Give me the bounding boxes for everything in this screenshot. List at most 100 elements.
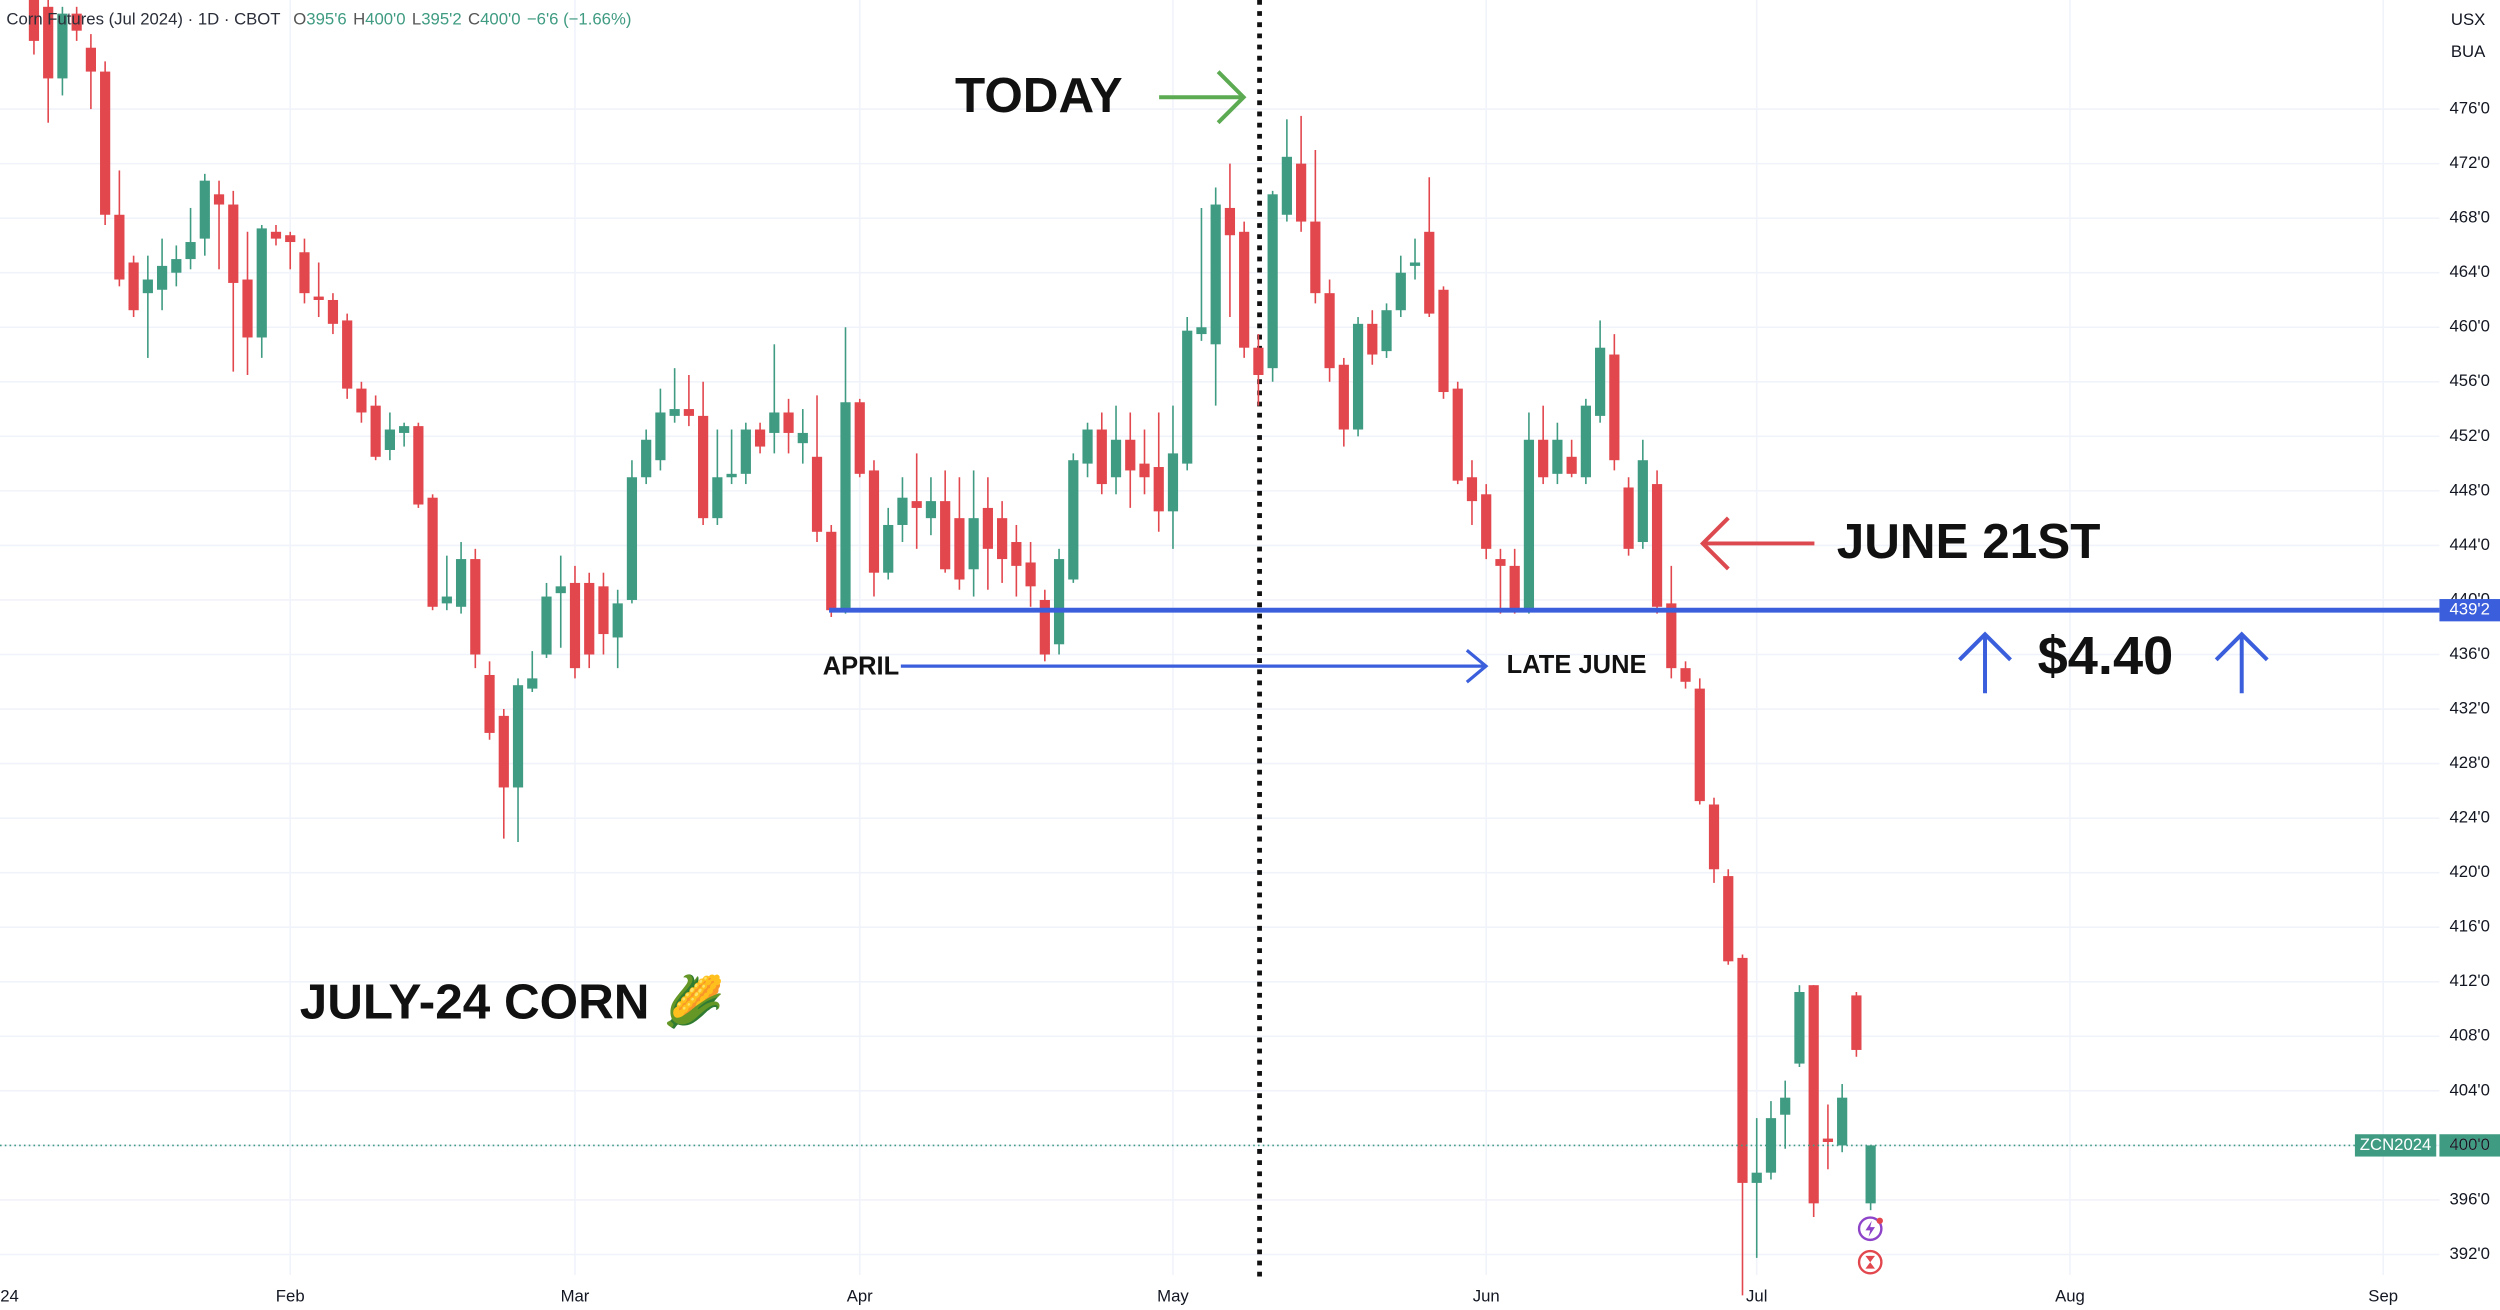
candle-body [883,524,894,573]
candle-body [968,518,979,570]
header-title: Corn Futures (Jul 2024) · 1D · CBOT [6,10,280,29]
candle-body [840,402,851,611]
candle-body [712,477,723,519]
candle-body [1082,429,1093,464]
candle-body [1125,439,1136,471]
candle-body [1182,330,1193,464]
candle-body [584,582,595,655]
candle-body [100,71,111,215]
y-tick-label: 396'0 [2450,1189,2490,1208]
candle-body [1523,439,1535,611]
candle-body [1025,562,1036,587]
candle-body [1538,439,1549,478]
candle-body [1281,156,1292,215]
annotation-title: JULY-24 CORN 🌽 [300,972,725,1030]
event-icons [1857,1216,1883,1275]
arrow-head [1958,631,2012,662]
x-tick-label: Jun [1473,1287,1500,1306]
x-tick-label: May [1157,1287,1189,1306]
candle-body [626,477,638,600]
candle-body [213,194,225,205]
candle-body [1737,957,1748,1183]
candle-body [270,231,282,239]
candle-body [826,531,837,611]
candle-body [1224,207,1236,236]
y-tick-label: 392'0 [2450,1244,2490,1263]
currency: USX [2451,10,2485,29]
x-tick-label: Apr [847,1287,873,1306]
candle-body [569,582,581,669]
candle-body [28,0,40,41]
candle-body [356,388,367,413]
arrow-head [1465,648,1489,684]
candle-body [555,586,566,594]
candle-body [655,412,666,461]
header-value: 395'2 [421,10,461,29]
header-change: −6'6 (−1.66%) [527,10,632,29]
candle-body [1780,1097,1791,1115]
candle-body [1609,354,1620,461]
candle-body [982,507,993,549]
y-tick-label: 424'0 [2450,808,2490,827]
candle-body [1253,347,1264,375]
y-tick-label: 412'0 [2450,971,2490,990]
candle-body [1424,231,1435,314]
event-glyph [1865,1220,1875,1237]
candle-body [669,409,680,416]
candle-body [598,586,609,635]
candle-body [1239,231,1250,348]
overlay: ZCN2024 400'0 [0,607,2500,1157]
y-tick-label: 420'0 [2450,862,2490,881]
candle-body [740,429,751,474]
candle-body [1723,876,1734,962]
candle-body [1694,688,1705,802]
x-tick-label: Aug [2055,1287,2085,1306]
candle-body [285,235,296,243]
candle-body [1011,542,1022,566]
candle-body [683,409,694,416]
candle-body [726,473,737,478]
candle-body [911,501,922,508]
candle-body [868,470,880,573]
header-key: O [293,10,306,29]
candle-body [1466,477,1478,502]
level-tag-label: 439'2 [2450,600,2490,619]
candle-body [797,432,808,444]
candle-body [327,299,339,324]
y-tick-label: 464'0 [2450,262,2490,281]
arrow-head [1699,516,1730,571]
y-tick-label: 436'0 [2450,644,2490,663]
x-tick-label: Mar [561,1287,590,1306]
candle-body [1395,272,1406,311]
candle-body [1808,985,1819,1204]
candle-body [1310,221,1321,294]
candle-body [85,47,96,72]
candle-body [313,296,324,300]
candle-body [897,497,908,525]
candle-body [783,412,794,433]
candle-body [1651,484,1663,607]
candle-body [1509,565,1520,611]
candle-body [954,518,965,580]
candle-body [1153,467,1164,512]
candle-body [1096,429,1107,485]
header-key: H [353,10,365,29]
header-key: L [412,10,421,29]
candle-body [128,262,139,311]
candle-body [71,13,82,31]
candle-body [1409,262,1421,266]
candle-body [854,402,865,474]
annotation-today: TODAY [955,68,1123,123]
candle-body [498,715,509,788]
candle-body [1039,599,1050,655]
y-tick-label: 416'0 [2450,917,2490,936]
candle-body [199,180,210,239]
candle-body [1196,327,1207,335]
today-arrow [1159,70,1247,125]
candle-body [299,252,310,294]
candle-body [484,674,495,733]
symbol-tag [2354,1134,2437,1157]
candle-body [441,596,452,604]
candle-body [1794,991,1805,1064]
